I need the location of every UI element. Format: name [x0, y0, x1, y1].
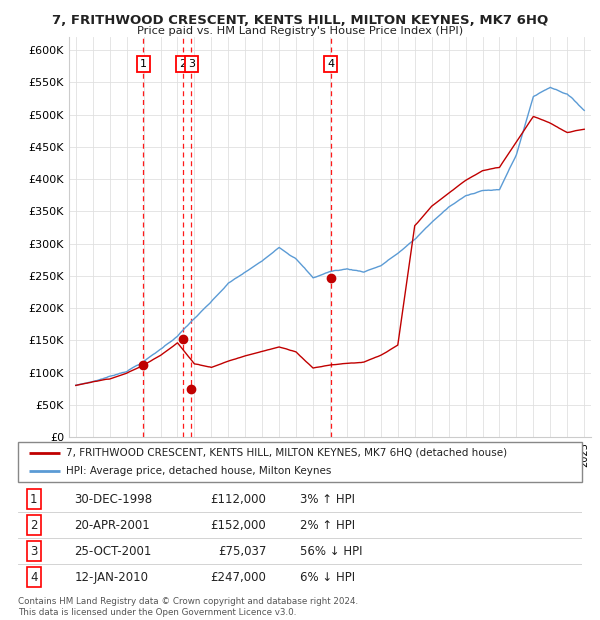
Text: 6% ↓ HPI: 6% ↓ HPI — [300, 571, 355, 583]
Text: 20-APR-2001: 20-APR-2001 — [74, 519, 150, 531]
Text: £152,000: £152,000 — [211, 519, 266, 531]
Text: 2: 2 — [30, 519, 38, 531]
Text: Price paid vs. HM Land Registry's House Price Index (HPI): Price paid vs. HM Land Registry's House … — [137, 26, 463, 36]
Text: 4: 4 — [327, 60, 334, 69]
Text: 7, FRITHWOOD CRESCENT, KENTS HILL, MILTON KEYNES, MK7 6HQ (detached house): 7, FRITHWOOD CRESCENT, KENTS HILL, MILTO… — [66, 448, 507, 458]
Text: 25-OCT-2001: 25-OCT-2001 — [74, 545, 152, 557]
Text: 1: 1 — [30, 493, 38, 505]
Text: £75,037: £75,037 — [218, 545, 266, 557]
Text: 3: 3 — [188, 60, 194, 69]
Text: 3% ↑ HPI: 3% ↑ HPI — [300, 493, 355, 505]
Text: 7, FRITHWOOD CRESCENT, KENTS HILL, MILTON KEYNES, MK7 6HQ: 7, FRITHWOOD CRESCENT, KENTS HILL, MILTO… — [52, 14, 548, 27]
Text: 2: 2 — [179, 60, 186, 69]
Text: 3: 3 — [30, 545, 37, 557]
Text: £112,000: £112,000 — [210, 493, 266, 505]
FancyBboxPatch shape — [18, 442, 582, 482]
Text: 4: 4 — [30, 571, 38, 583]
Text: 1: 1 — [140, 60, 147, 69]
Text: 56% ↓ HPI: 56% ↓ HPI — [300, 545, 362, 557]
Text: 30-DEC-1998: 30-DEC-1998 — [74, 493, 152, 505]
Text: 12-JAN-2010: 12-JAN-2010 — [74, 571, 148, 583]
Text: £247,000: £247,000 — [210, 571, 266, 583]
Text: 2% ↑ HPI: 2% ↑ HPI — [300, 519, 355, 531]
Text: HPI: Average price, detached house, Milton Keynes: HPI: Average price, detached house, Milt… — [66, 466, 331, 477]
Text: Contains HM Land Registry data © Crown copyright and database right 2024.
This d: Contains HM Land Registry data © Crown c… — [18, 598, 358, 617]
